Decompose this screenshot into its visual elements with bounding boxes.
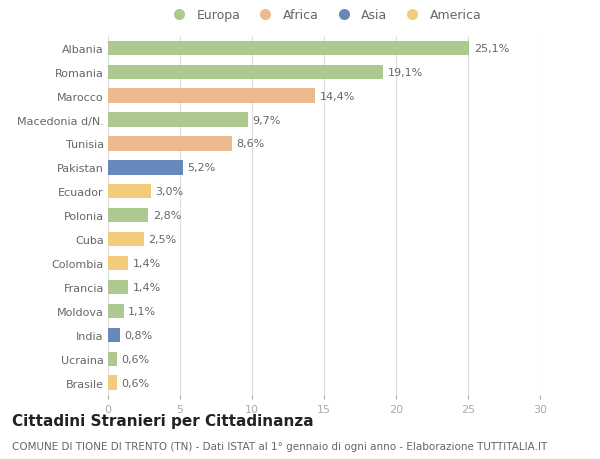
- Text: COMUNE DI TIONE DI TRENTO (TN) - Dati ISTAT al 1° gennaio di ogni anno - Elabora: COMUNE DI TIONE DI TRENTO (TN) - Dati IS…: [12, 441, 547, 451]
- Bar: [108, 232, 144, 247]
- Bar: [108, 185, 151, 199]
- Bar: [108, 113, 248, 128]
- Bar: [108, 280, 128, 295]
- Bar: [108, 137, 232, 151]
- Text: 1,4%: 1,4%: [133, 282, 161, 292]
- Bar: [108, 256, 128, 271]
- Legend: Europa, Africa, Asia, America: Europa, Africa, Asia, America: [161, 4, 487, 27]
- Bar: [108, 304, 124, 319]
- Bar: [108, 161, 183, 175]
- Text: 9,7%: 9,7%: [252, 115, 280, 125]
- Text: Cittadini Stranieri per Cittadinanza: Cittadini Stranieri per Cittadinanza: [12, 413, 314, 428]
- Text: 8,6%: 8,6%: [236, 139, 265, 149]
- Text: 3,0%: 3,0%: [155, 187, 184, 197]
- Text: 25,1%: 25,1%: [474, 44, 509, 54]
- Text: 2,8%: 2,8%: [152, 211, 181, 221]
- Bar: [108, 375, 116, 390]
- Bar: [108, 41, 469, 56]
- Text: 1,4%: 1,4%: [133, 258, 161, 269]
- Text: 1,1%: 1,1%: [128, 306, 156, 316]
- Text: 5,2%: 5,2%: [187, 163, 215, 173]
- Text: 14,4%: 14,4%: [320, 91, 355, 101]
- Text: 0,6%: 0,6%: [121, 354, 149, 364]
- Text: 19,1%: 19,1%: [388, 67, 422, 78]
- Bar: [108, 352, 116, 366]
- Text: 0,8%: 0,8%: [124, 330, 152, 340]
- Bar: [108, 65, 383, 80]
- Bar: [108, 89, 316, 104]
- Text: 0,6%: 0,6%: [121, 378, 149, 388]
- Bar: [108, 328, 119, 342]
- Bar: [108, 208, 148, 223]
- Text: 2,5%: 2,5%: [148, 235, 176, 245]
